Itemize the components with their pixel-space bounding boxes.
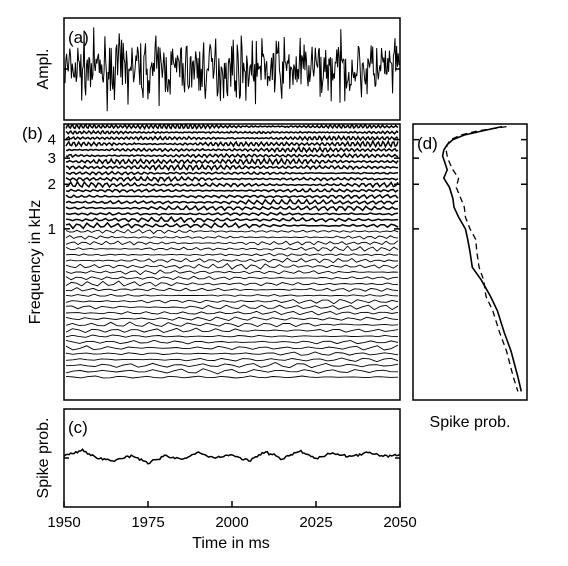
channel-trace — [65, 193, 399, 200]
panel-a-ylabel: Ampl. — [35, 49, 52, 90]
channel-trace — [65, 234, 399, 240]
panel-c-frame — [63, 408, 401, 508]
y-tick-label: 1 — [48, 221, 56, 238]
panel-b-label: (b) — [22, 124, 43, 143]
y-tick-label: 4 — [48, 132, 56, 149]
channel-trace — [65, 175, 399, 183]
panel-d-dashed-line — [445, 125, 519, 392]
panel-d-frame — [412, 123, 528, 401]
panel-d: (d) Spike prob. — [412, 123, 528, 431]
panel-c-line — [63, 448, 401, 465]
panel-c-ylabel: Spike prob. — [35, 418, 52, 499]
channel-trace — [65, 139, 399, 149]
channel-trace — [65, 257, 398, 264]
channel-trace — [65, 280, 399, 287]
channel-trace — [65, 129, 399, 136]
channel-trace — [65, 299, 399, 305]
channel-trace — [65, 240, 399, 246]
channel-trace — [65, 123, 399, 130]
channel-trace — [65, 344, 399, 351]
channel-trace — [65, 228, 399, 235]
channel-trace — [65, 269, 399, 276]
channel-trace — [65, 134, 399, 142]
channel-trace — [65, 145, 399, 154]
channel-trace — [65, 245, 399, 252]
x-tick-label: 2025 — [299, 514, 332, 531]
panel-b-ylabel: Frequency in kHz — [27, 200, 44, 325]
channel-trace — [65, 316, 399, 322]
x-axis-label: Time in ms — [192, 535, 270, 552]
channel-trace — [65, 262, 399, 270]
channel-trace — [65, 334, 399, 338]
channel-trace — [65, 362, 399, 369]
channel-trace — [65, 152, 399, 159]
panel-a-label: (a) — [68, 28, 89, 47]
channel-trace — [65, 180, 399, 189]
panel-d-xlabel: Spike prob. — [430, 414, 511, 431]
x-tick-label: 2000 — [215, 514, 248, 531]
channel-trace — [65, 293, 399, 297]
channel-trace — [65, 253, 399, 257]
channel-trace — [65, 368, 399, 375]
channel-trace — [65, 321, 399, 328]
panel-a: (a) Ampl. — [35, 17, 401, 121]
channel-trace — [65, 187, 399, 194]
channel-trace — [65, 310, 399, 316]
panel-a-waveform — [64, 27, 400, 112]
channel-trace — [65, 211, 399, 217]
y-tick-label: 3 — [48, 150, 56, 167]
panel-d-solid-line — [441, 125, 523, 392]
channel-trace — [65, 351, 399, 356]
channel-trace — [65, 215, 399, 224]
channel-trace — [65, 198, 399, 206]
channel-trace — [65, 304, 399, 311]
channel-trace — [65, 357, 399, 363]
panel-b-y-ticks: 1 2 34 — [48, 132, 400, 238]
panel-d-label: (d) — [417, 134, 438, 153]
x-axis-ticks: 1950 1975 2000 2025 2050 — [47, 501, 417, 531]
y-tick-label: 2 — [48, 176, 56, 193]
x-tick-label: 2050 — [383, 514, 416, 531]
channel-trace — [65, 327, 399, 333]
x-tick-label: 1950 — [47, 514, 80, 531]
channel-trace — [65, 163, 399, 172]
channel-trace — [65, 375, 399, 379]
panel-b-frame — [63, 123, 401, 401]
channel-trace — [65, 170, 398, 176]
panel-c-label: (c) — [68, 418, 88, 437]
panel-c: (c) Spike prob. 1950 1975 2000 2025 2050 Tim… — [35, 408, 417, 552]
panel-b-channels — [65, 123, 399, 379]
panel-b: (b) Frequency in kHz 1 2 34 — [22, 123, 401, 401]
panel-d-y-ticks — [413, 138, 527, 230]
channel-trace — [65, 287, 399, 292]
channel-trace — [65, 157, 399, 166]
channel-trace — [65, 204, 399, 212]
channel-trace — [65, 339, 399, 345]
panel-a-signal — [64, 27, 400, 112]
x-tick-label: 1975 — [131, 514, 164, 531]
channel-trace — [65, 275, 399, 281]
channel-trace — [65, 221, 399, 230]
